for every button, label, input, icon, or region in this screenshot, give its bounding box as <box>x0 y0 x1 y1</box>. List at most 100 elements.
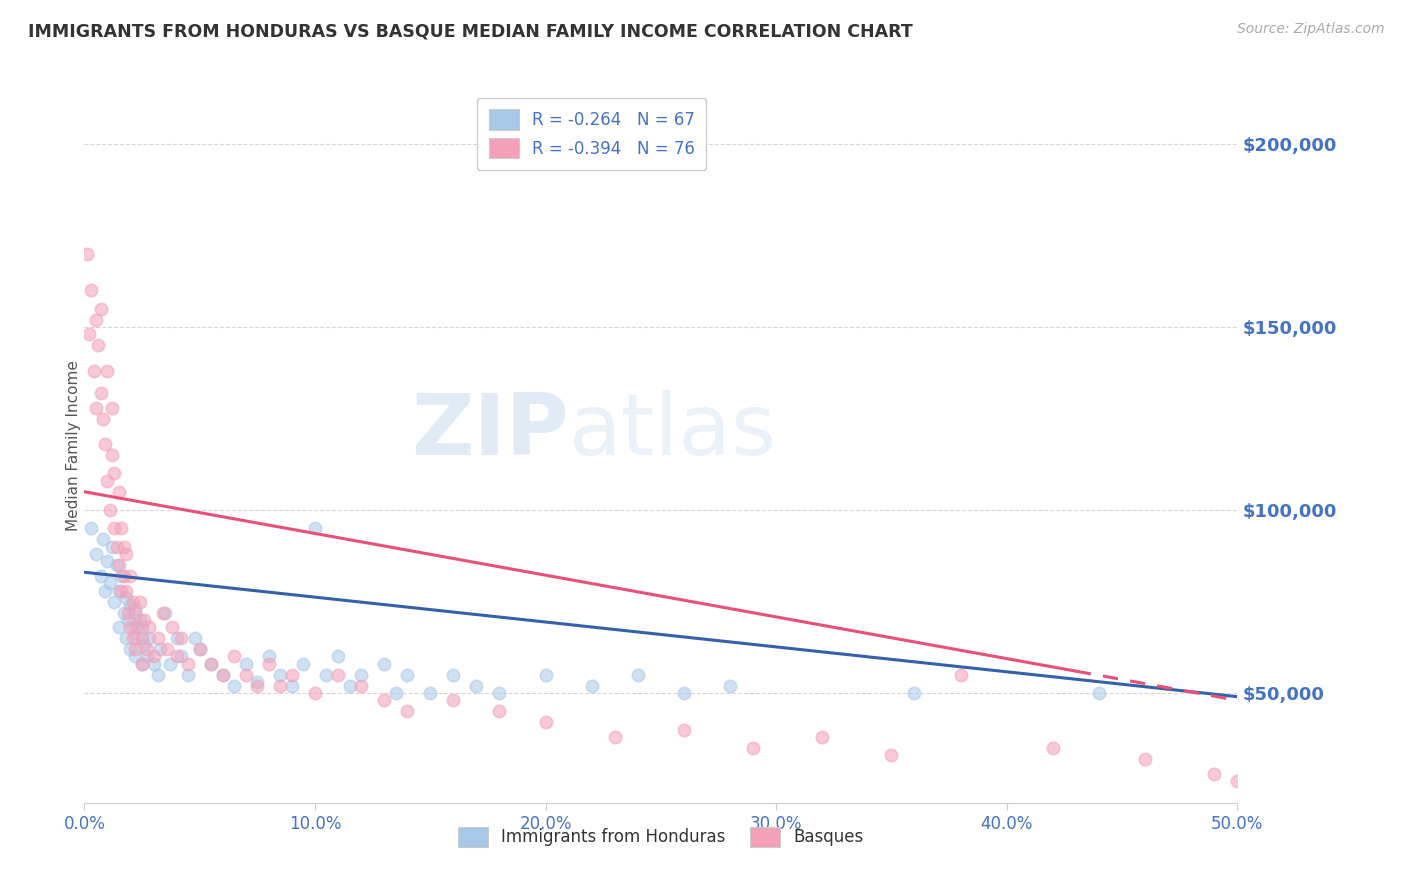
Point <box>110 569 132 583</box>
Point <box>96 364 118 378</box>
Point <box>350 679 373 693</box>
Point <box>246 675 269 690</box>
Point <box>1226 773 1249 788</box>
Point <box>134 639 156 653</box>
Point <box>1042 740 1064 755</box>
Point <box>224 649 246 664</box>
Point <box>103 467 125 481</box>
Point <box>246 679 269 693</box>
Point <box>177 657 200 671</box>
Legend: Immigrants from Honduras, Basques: Immigrants from Honduras, Basques <box>446 815 876 859</box>
Point <box>326 649 349 664</box>
Point <box>128 613 150 627</box>
Point <box>98 576 121 591</box>
Point <box>441 693 464 707</box>
Point <box>672 723 695 737</box>
Point <box>465 679 488 693</box>
Point <box>880 748 903 763</box>
Point <box>96 554 118 568</box>
Point <box>149 642 172 657</box>
Point <box>117 606 139 620</box>
Point <box>170 649 193 664</box>
Point <box>120 598 142 612</box>
Point <box>83 364 105 378</box>
Point <box>326 667 349 681</box>
Point <box>304 686 326 700</box>
Point <box>117 613 139 627</box>
Point <box>138 631 160 645</box>
Point <box>419 686 441 700</box>
Point <box>257 657 280 671</box>
Point <box>112 540 135 554</box>
Point <box>94 583 117 598</box>
Text: IMMIGRANTS FROM HONDURAS VS BASQUE MEDIAN FAMILY INCOME CORRELATION CHART: IMMIGRANTS FROM HONDURAS VS BASQUE MEDIA… <box>28 22 912 40</box>
Point <box>211 667 233 681</box>
Point <box>121 620 143 634</box>
Point <box>373 693 395 707</box>
Point <box>315 667 337 681</box>
Point <box>115 591 138 605</box>
Point <box>269 679 291 693</box>
Point <box>142 649 165 664</box>
Point <box>112 569 135 583</box>
Point <box>108 558 131 572</box>
Point <box>257 649 280 664</box>
Point <box>108 620 131 634</box>
Point <box>235 657 257 671</box>
Point <box>101 448 124 462</box>
Point <box>152 606 174 620</box>
Point <box>903 686 925 700</box>
Point <box>1204 766 1226 780</box>
Point <box>87 338 110 352</box>
Text: Source: ZipAtlas.com: Source: ZipAtlas.com <box>1237 22 1385 37</box>
Point <box>166 649 188 664</box>
Point <box>292 657 315 671</box>
Point <box>76 247 98 261</box>
Point <box>672 686 695 700</box>
Point <box>811 730 834 744</box>
Point <box>103 521 125 535</box>
Point <box>121 631 143 645</box>
Point <box>96 474 118 488</box>
Point <box>188 642 211 657</box>
Point <box>131 657 153 671</box>
Point <box>131 657 153 671</box>
Point <box>396 667 419 681</box>
Point <box>384 686 406 700</box>
Point <box>103 594 125 608</box>
Point <box>224 679 246 693</box>
Point <box>159 657 181 671</box>
Point <box>135 642 157 657</box>
Point <box>1088 686 1111 700</box>
Point <box>120 620 142 634</box>
Point <box>146 667 169 681</box>
Point <box>124 642 146 657</box>
Point <box>138 620 160 634</box>
Point <box>177 667 200 681</box>
Point <box>94 437 117 451</box>
Point <box>84 401 107 415</box>
Point <box>131 631 153 645</box>
Point <box>124 606 146 620</box>
Point <box>101 401 124 415</box>
Point <box>128 594 150 608</box>
Point <box>110 583 132 598</box>
Point <box>127 631 149 645</box>
Point <box>89 301 111 316</box>
Point <box>373 657 395 671</box>
Point <box>115 547 138 561</box>
Point <box>101 540 124 554</box>
Point <box>134 613 156 627</box>
Point <box>124 649 146 664</box>
Point <box>142 657 165 671</box>
Point <box>166 631 188 645</box>
Point <box>200 657 222 671</box>
Point <box>77 327 100 342</box>
Point <box>105 540 128 554</box>
Point <box>170 631 193 645</box>
Point <box>91 533 114 547</box>
Point <box>84 312 107 326</box>
Point <box>108 484 131 499</box>
Point <box>534 667 557 681</box>
Point <box>235 667 257 681</box>
